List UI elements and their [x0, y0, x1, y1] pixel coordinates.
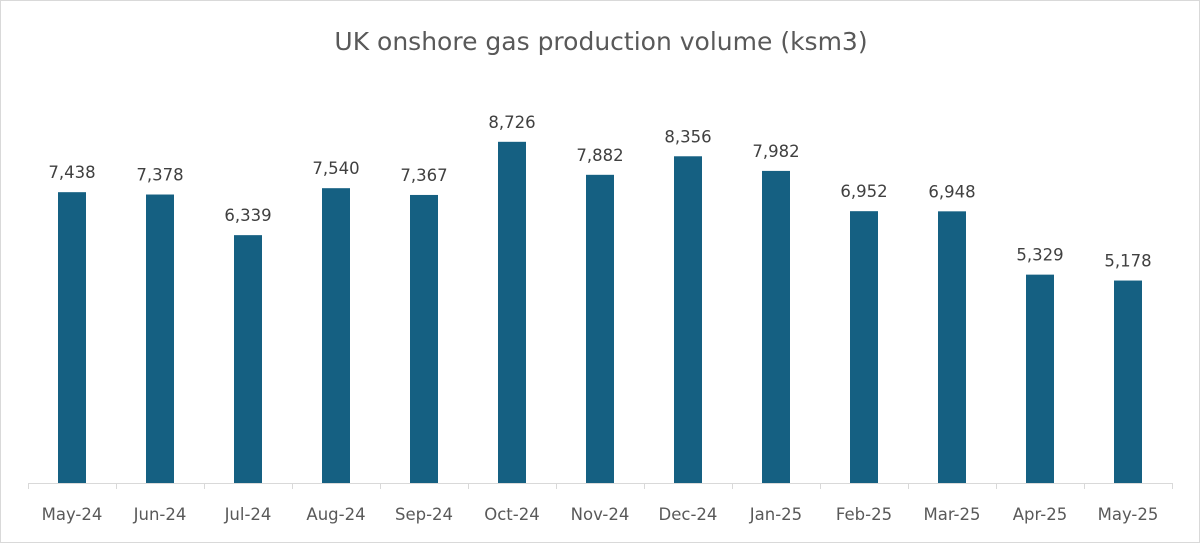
bar-jan-25	[762, 170, 790, 483]
data-label: 6,339	[224, 206, 271, 225]
data-label: 7,367	[400, 166, 447, 185]
x-tick-label: Dec-24	[659, 505, 718, 524]
bar-may-24	[58, 192, 86, 483]
x-tick-label: Nov-24	[571, 505, 630, 524]
chart-title: UK onshore gas production volume (ksm3)	[334, 27, 868, 56]
x-tick-label: Jan-25	[749, 505, 802, 524]
x-tick-label: Oct-24	[484, 505, 539, 524]
data-label: 7,982	[752, 142, 799, 161]
data-label: 7,438	[48, 163, 95, 182]
x-tick-label: Apr-25	[1013, 505, 1067, 524]
x-tick-label: May-25	[1098, 505, 1159, 524]
bar-mar-25	[938, 211, 966, 484]
x-tick-label: Mar-25	[923, 505, 980, 524]
data-label: 6,948	[928, 182, 975, 201]
bar-jun-24	[146, 194, 174, 483]
data-label: 8,726	[488, 113, 535, 132]
bar-oct-24	[498, 141, 526, 483]
data-label: 6,952	[840, 182, 887, 201]
x-tick-label: Feb-25	[836, 505, 892, 524]
x-tick-label: Sep-24	[395, 505, 453, 524]
data-label: 7,882	[576, 146, 623, 165]
x-tick-label: Jun-24	[133, 505, 187, 524]
x-tick-label: Aug-24	[306, 505, 365, 524]
bar-jul-24	[234, 235, 262, 483]
data-label: 5,329	[1016, 246, 1063, 265]
data-label: 8,356	[664, 127, 711, 146]
bar-sep-24	[410, 194, 438, 483]
bar-apr-25	[1026, 274, 1054, 483]
bar-nov-24	[586, 174, 614, 484]
bar-may-25	[1114, 280, 1142, 483]
x-tick-label: May-24	[42, 505, 103, 524]
bar-feb-25	[850, 211, 878, 483]
data-label: 5,178	[1104, 252, 1151, 271]
data-label: 7,378	[136, 166, 183, 185]
data-label: 7,540	[312, 159, 359, 178]
x-tick-label: Jul-24	[224, 505, 272, 524]
bar-aug-24	[322, 188, 350, 483]
bar-dec-24	[674, 156, 702, 483]
